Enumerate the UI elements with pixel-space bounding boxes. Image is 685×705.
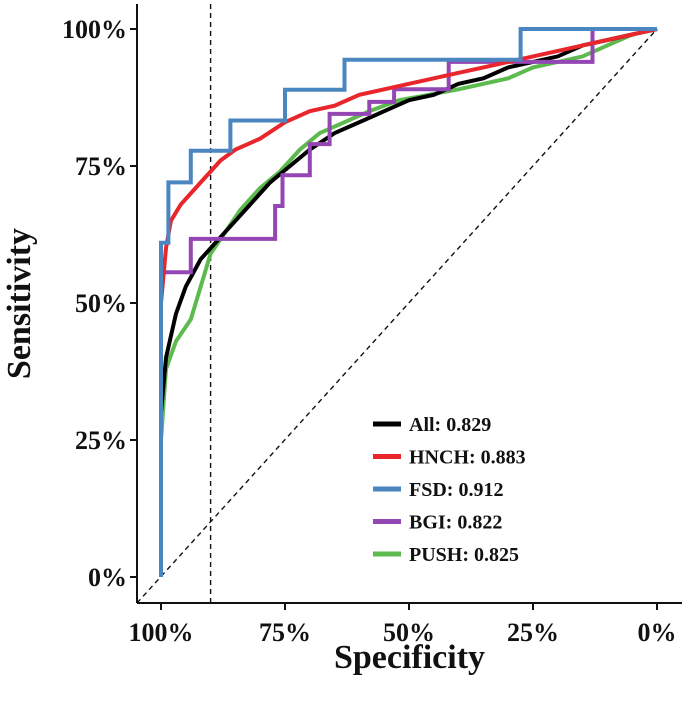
ticks: 100% 75% 50% 25% 0% 0% 25% 50% 75% 100%: [62, 15, 677, 647]
reference-lines: [136, 4, 658, 604]
reference-line-diagonal: [136, 28, 658, 604]
y-tick-label: 0%: [88, 563, 127, 592]
y-tick-label: 50%: [75, 289, 127, 318]
x-tick-label: 0%: [638, 618, 677, 647]
y-tick-label: 100%: [62, 15, 127, 44]
legend-label-all: All: 0.829: [409, 414, 491, 436]
legend-label-bgi: BGI: 0.822: [409, 512, 502, 534]
series-layer: [159, 27, 658, 577]
x-axis-title: Specificity: [334, 639, 485, 676]
legend-label-fsd: FSD: 0.912: [409, 479, 503, 501]
legend-label-hnch: HNCH: 0.883: [409, 447, 526, 469]
x-tick-label: 50%: [383, 618, 435, 647]
legend-label-push: PUSH: 0.825: [409, 544, 519, 566]
series-line-hnch: [159, 27, 658, 577]
x-tick-label: 25%: [507, 618, 559, 647]
series-line-fsd: [159, 27, 657, 577]
legend: All: 0.829 HNCH: 0.883 FSD: 0.912 BGI: 0.82…: [373, 414, 526, 566]
y-axis-title: Sensitivity: [1, 228, 38, 379]
series-line-bgi: [159, 27, 657, 577]
series-line-all: [159, 27, 658, 577]
y-tick-label: 25%: [75, 426, 127, 455]
x-tick-label: 100%: [129, 618, 194, 647]
x-tick-label: 75%: [259, 618, 311, 647]
y-tick-label: 75%: [75, 152, 127, 181]
